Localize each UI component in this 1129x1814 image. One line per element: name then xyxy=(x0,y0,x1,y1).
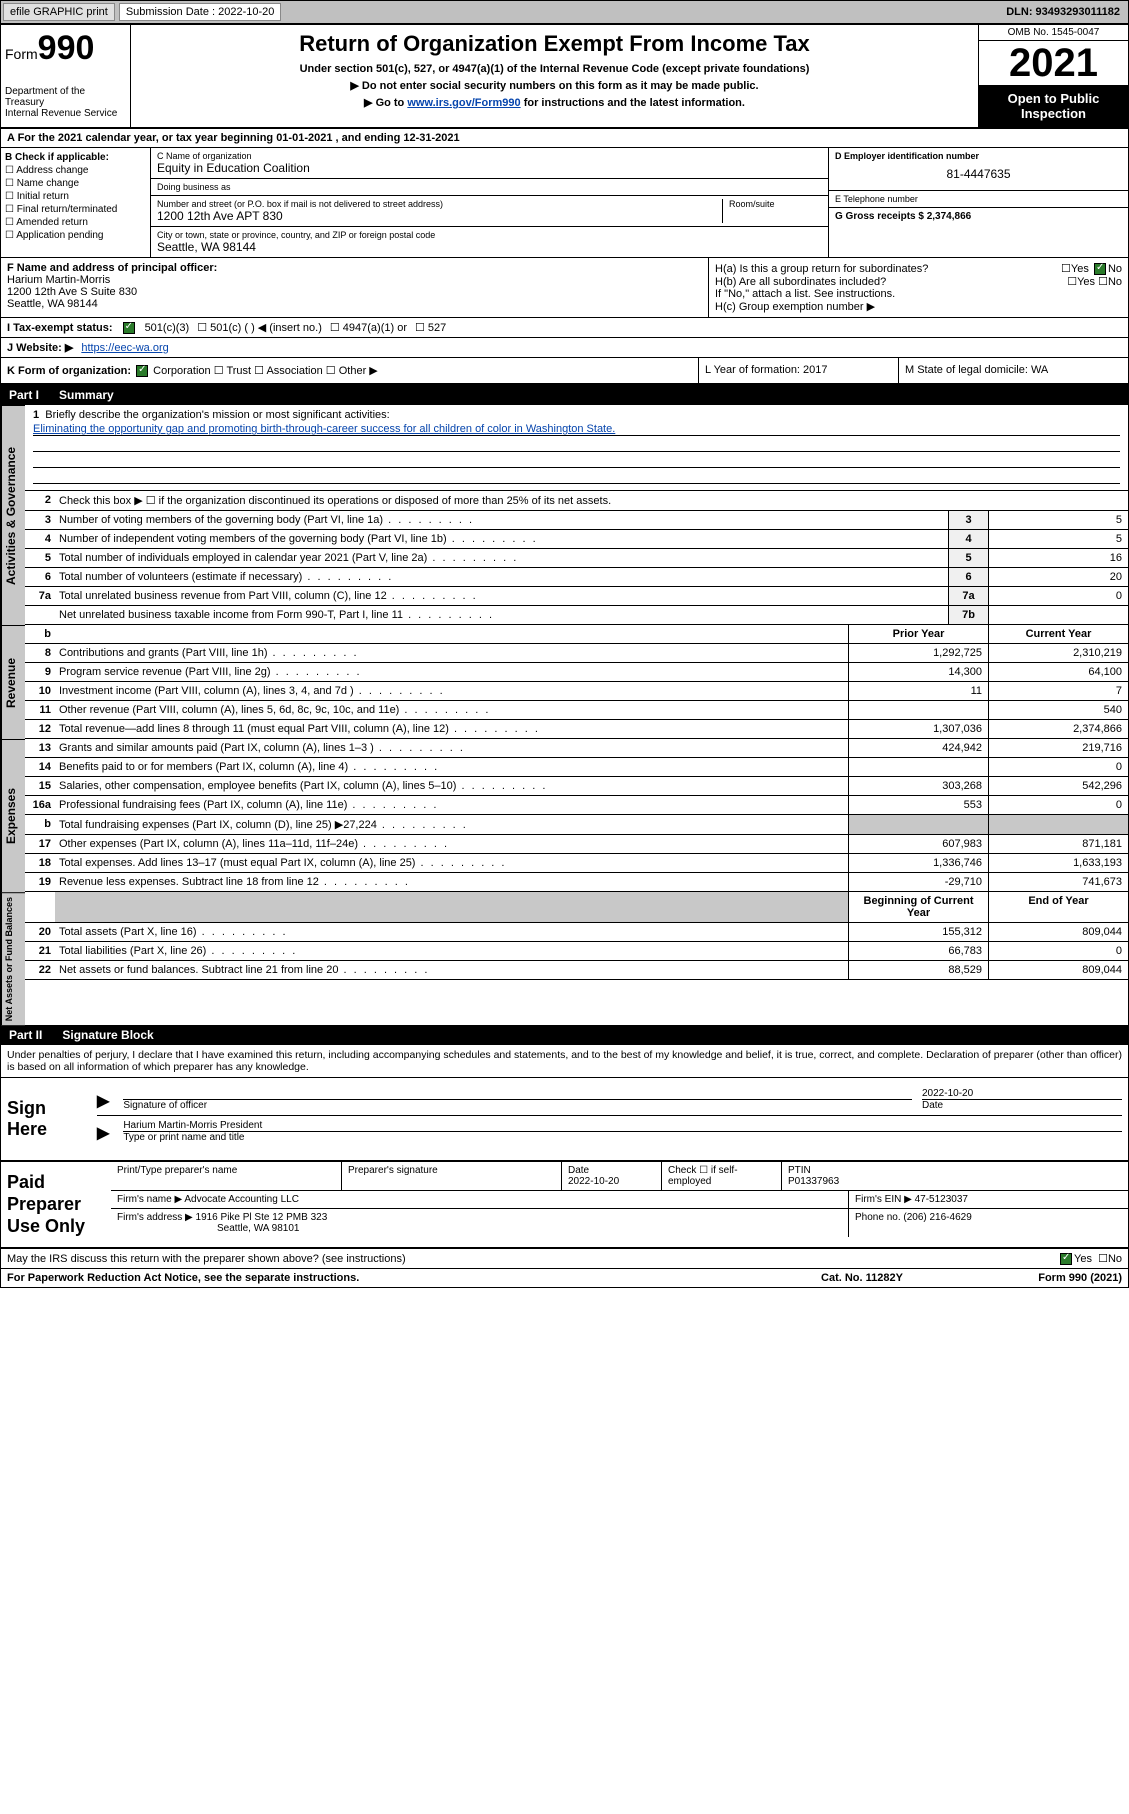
row-a-period: A For the 2021 calendar year, or tax yea… xyxy=(1,129,1128,148)
form-number: Form990 xyxy=(5,29,126,68)
gov-line: 6Total number of volunteers (estimate if… xyxy=(25,568,1128,587)
data-line: 21Total liabilities (Part X, line 26)66,… xyxy=(25,942,1128,961)
arrow-icon: ▶ xyxy=(97,1091,109,1111)
data-line: 15Salaries, other compensation, employee… xyxy=(25,777,1128,796)
data-line: 19Revenue less expenses. Subtract line 1… xyxy=(25,873,1128,892)
dba-cell: Doing business as xyxy=(151,179,828,196)
state-domicile: M State of legal domicile: WA xyxy=(898,358,1128,383)
penalty-statement: Under penalties of perjury, I declare th… xyxy=(1,1045,1128,1077)
preparer-row3: Firm's address ▶ 1916 Pike Pl Ste 12 PMB… xyxy=(111,1209,1128,1237)
data-line: 17Other expenses (Part IX, column (A), l… xyxy=(25,835,1128,854)
vlabel-netassets: Net Assets or Fund Balances xyxy=(1,892,25,1025)
begin-end-header: Beginning of Current Year End of Year xyxy=(25,892,1128,923)
omb-number: OMB No. 1545-0047 xyxy=(979,25,1128,41)
website-link[interactable]: https://eec-wa.org xyxy=(81,342,168,354)
vlabel-expenses: Expenses xyxy=(1,739,25,892)
ha-no-checkbox[interactable] xyxy=(1094,263,1106,275)
irs-link[interactable]: www.irs.gov/Form990 xyxy=(407,97,520,109)
footer: For Paperwork Reduction Act Notice, see … xyxy=(1,1269,1128,1287)
phone-cell: E Telephone number xyxy=(829,191,1128,208)
form-header: Form990 Department of the Treasury Inter… xyxy=(1,25,1128,129)
chk-501c3[interactable] xyxy=(123,322,135,334)
data-line: 9Program service revenue (Part VIII, lin… xyxy=(25,663,1128,682)
mission-block: 1 Briefly describe the organization's mi… xyxy=(25,405,1128,491)
vlabel-revenue: Revenue xyxy=(1,625,25,739)
chk-initial-return[interactable]: ☐ Initial return xyxy=(5,191,146,202)
chk-final-return[interactable]: ☐ Final return/terminated xyxy=(5,204,146,215)
paid-preparer-label: Paid Preparer Use Only xyxy=(1,1162,111,1247)
chk-corp[interactable] xyxy=(136,365,148,377)
part1-header: Part I Summary xyxy=(1,385,1128,405)
org-name-cell: C Name of organization Equity in Educati… xyxy=(151,148,828,179)
address-cell: Number and street (or P.O. box if mail i… xyxy=(151,196,828,227)
sign-here-label: Sign Here xyxy=(1,1078,91,1160)
discuss-row: May the IRS discuss this return with the… xyxy=(1,1249,1128,1269)
data-line: 12Total revenue—add lines 8 through 11 (… xyxy=(25,720,1128,739)
preparer-row1: Print/Type preparer's name Preparer's si… xyxy=(111,1162,1128,1191)
top-toolbar: efile GRAPHIC print Submission Date : 20… xyxy=(0,0,1129,24)
submission-date: Submission Date : 2022-10-20 xyxy=(119,3,282,21)
open-inspection: Open to Public Inspection xyxy=(979,85,1128,127)
city-cell: City or town, state or province, country… xyxy=(151,227,828,257)
principal-officer: F Name and address of principal officer:… xyxy=(1,258,708,317)
data-line: 13Grants and similar amounts paid (Part … xyxy=(25,739,1128,758)
data-line: 22Net assets or fund balances. Subtract … xyxy=(25,961,1128,980)
part2-header: Part II Signature Block xyxy=(1,1025,1128,1045)
sign-date: 2022-10-20 Date xyxy=(922,1088,1122,1111)
col-b-checkboxes: B Check if applicable: ☐ Address change … xyxy=(1,148,151,257)
gov-line: 7aTotal unrelated business revenue from … xyxy=(25,587,1128,606)
efile-button[interactable]: efile GRAPHIC print xyxy=(3,3,115,21)
data-line: 16aProfessional fundraising fees (Part I… xyxy=(25,796,1128,815)
instruction-1: ▶ Do not enter social security numbers o… xyxy=(139,79,970,92)
tax-year: 2021 xyxy=(979,41,1128,85)
line-2: 2 Check this box ▶ ☐ if the organization… xyxy=(25,491,1128,511)
arrow-icon: ▶ xyxy=(97,1123,109,1143)
instruction-2: ▶ Go to www.irs.gov/Form990 for instruct… xyxy=(139,96,970,109)
gov-line: Net unrelated business taxable income fr… xyxy=(25,606,1128,625)
officer-name: Harium Martin-Morris President Type or p… xyxy=(123,1120,1122,1143)
chk-amended[interactable]: ☐ Amended return xyxy=(5,217,146,228)
data-line: 20Total assets (Part X, line 16)155,3128… xyxy=(25,923,1128,942)
chk-app-pending[interactable]: ☐ Application pending xyxy=(5,230,146,241)
gov-line: 3Number of voting members of the governi… xyxy=(25,511,1128,530)
gross-receipts-cell: G Gross receipts $ 2,374,866 xyxy=(829,208,1128,225)
data-line: 11Other revenue (Part VIII, column (A), … xyxy=(25,701,1128,720)
data-line: 18Total expenses. Add lines 13–17 (must … xyxy=(25,854,1128,873)
chk-name-change[interactable]: ☐ Name change xyxy=(5,178,146,189)
data-line: 10Investment income (Part VIII, column (… xyxy=(25,682,1128,701)
tax-exempt-status: I Tax-exempt status: 501(c)(3) ☐ 501(c) … xyxy=(1,318,1128,338)
data-line: bTotal fundraising expenses (Part IX, co… xyxy=(25,815,1128,835)
dept-label: Department of the Treasury Internal Reve… xyxy=(5,86,126,119)
website-row: J Website: ▶ https://eec-wa.org xyxy=(1,338,1128,358)
mission-text[interactable]: Eliminating the opportunity gap and prom… xyxy=(33,423,615,435)
dln-label: DLN: 93493293011182 xyxy=(1006,6,1126,18)
group-return: H(a) Is this a group return for subordin… xyxy=(708,258,1128,317)
data-line: 14Benefits paid to or for members (Part … xyxy=(25,758,1128,777)
data-line: 8Contributions and grants (Part VIII, li… xyxy=(25,644,1128,663)
signature-field[interactable]: Signature of officer xyxy=(123,1099,912,1111)
form-of-org: K Form of organization: Corporation ☐ Tr… xyxy=(1,358,698,383)
prior-current-header: b Prior Year Current Year xyxy=(25,625,1128,644)
ein-cell: D Employer identification number 81-4447… xyxy=(829,148,1128,191)
year-formation: L Year of formation: 2017 xyxy=(698,358,898,383)
gov-line: 5Total number of individuals employed in… xyxy=(25,549,1128,568)
form-subtitle: Under section 501(c), 527, or 4947(a)(1)… xyxy=(139,63,970,75)
discuss-yes[interactable] xyxy=(1060,1253,1072,1265)
vlabel-governance: Activities & Governance xyxy=(1,405,25,625)
chk-address-change[interactable]: ☐ Address change xyxy=(5,165,146,176)
gov-line: 4Number of independent voting members of… xyxy=(25,530,1128,549)
preparer-row2: Firm's name ▶ Advocate Accounting LLC Fi… xyxy=(111,1191,1128,1209)
form-title: Return of Organization Exempt From Incom… xyxy=(139,31,970,57)
